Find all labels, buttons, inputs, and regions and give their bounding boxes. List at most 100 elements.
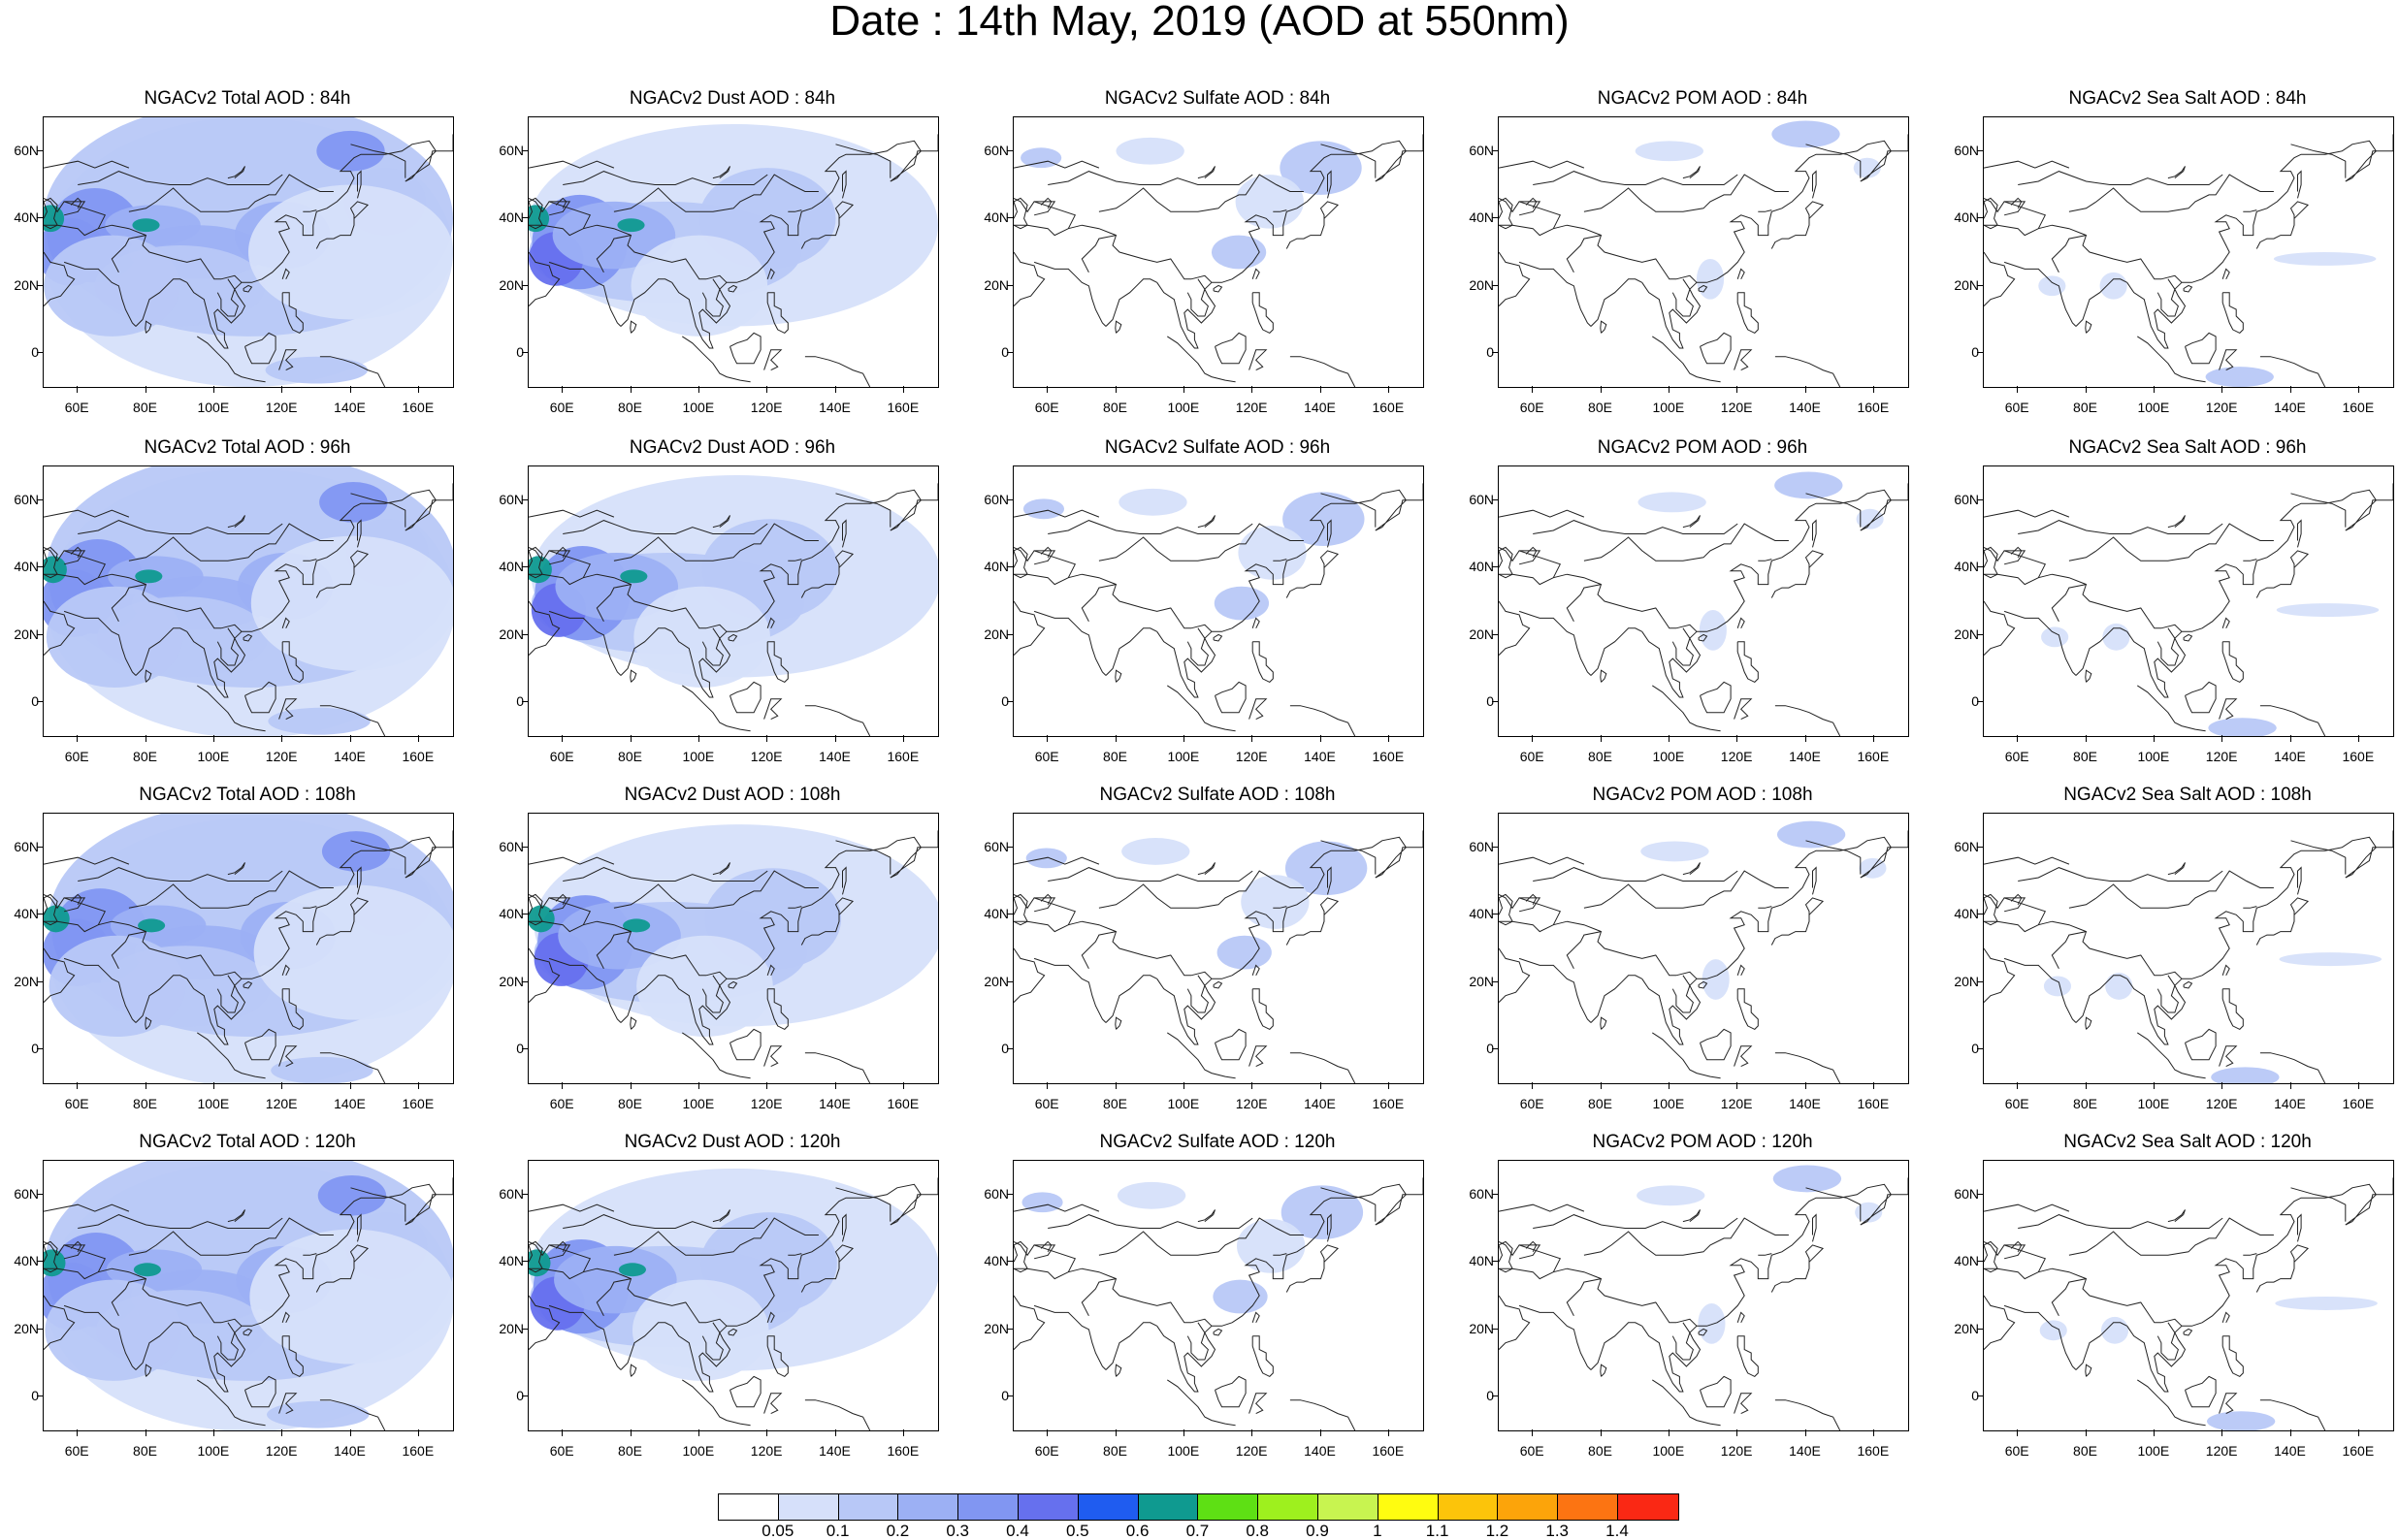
coastline bbox=[529, 1295, 561, 1350]
coastline bbox=[1499, 947, 1531, 1003]
latitude-label: 60N bbox=[1954, 838, 1979, 854]
coastline bbox=[2167, 862, 2186, 876]
longitude-label: 120E bbox=[1235, 1096, 1268, 1111]
colorbar-swatch bbox=[1617, 1494, 1678, 1520]
longitude-label: 100E bbox=[2137, 400, 2170, 415]
aod-shaded-region bbox=[1281, 1185, 1364, 1239]
coastline bbox=[1736, 617, 1745, 629]
longitude-tick bbox=[1115, 386, 1117, 393]
panel-title: NGACv2 Dust AOD : 96h bbox=[629, 437, 836, 458]
coastline bbox=[729, 1375, 762, 1408]
aod-shaded-region bbox=[1241, 875, 1310, 929]
coastline bbox=[2185, 1028, 2217, 1061]
aod-shaded-region bbox=[1776, 820, 1846, 849]
coastline bbox=[44, 947, 76, 1003]
latitude-tick bbox=[1492, 1261, 1498, 1263]
aod-shaded-region bbox=[2279, 952, 2383, 967]
longitude-tick bbox=[697, 1429, 699, 1436]
latitude-label: 40N bbox=[1469, 209, 1494, 226]
latitude-tick bbox=[1492, 566, 1498, 568]
coastline bbox=[1040, 546, 1053, 559]
coastline bbox=[1533, 867, 1738, 882]
latitude-tick bbox=[1492, 352, 1498, 354]
longitude-tick bbox=[1736, 386, 1738, 393]
latitude-label: 20N bbox=[14, 973, 39, 989]
coastline bbox=[1812, 866, 1817, 895]
longitude-tick bbox=[1319, 386, 1321, 393]
longitude-tick bbox=[1319, 735, 1321, 742]
latitude-tick bbox=[37, 498, 43, 500]
longitude-tick bbox=[630, 1429, 632, 1436]
coastline bbox=[1212, 140, 1423, 283]
coastline bbox=[1758, 209, 1772, 212]
coastline bbox=[1212, 836, 1423, 979]
latitude-tick bbox=[522, 633, 528, 635]
aod-shaded-region bbox=[1118, 488, 1187, 516]
coastline bbox=[1289, 356, 1356, 387]
latitude-tick bbox=[1977, 284, 1983, 286]
coastline bbox=[281, 1335, 304, 1378]
coastline bbox=[2003, 957, 2077, 1023]
coastline bbox=[111, 235, 146, 273]
longitude-label: 120E bbox=[2205, 1443, 2238, 1459]
coastline bbox=[303, 559, 317, 561]
longitude-label: 160E bbox=[887, 1443, 920, 1459]
coastline bbox=[763, 698, 783, 721]
longitude-label: 100E bbox=[682, 1443, 715, 1459]
aod-map bbox=[528, 116, 939, 388]
coastline bbox=[350, 144, 406, 178]
aod-map bbox=[1983, 116, 2394, 388]
coastline bbox=[800, 550, 855, 598]
coastline bbox=[1774, 705, 1841, 736]
coastline bbox=[1682, 862, 1701, 876]
aod-shaded-region bbox=[1117, 1181, 1186, 1209]
coastline bbox=[1186, 627, 1209, 666]
longitude-tick bbox=[2289, 735, 2291, 742]
latitude-label: 0 bbox=[1001, 1041, 1009, 1057]
map-panel-total-120h: NGACv2 Total AOD : 120h 60N 40N 20N 0 60E 80E 1… bbox=[0, 1131, 462, 1470]
latitude-tick bbox=[1977, 498, 1983, 500]
coastline bbox=[78, 520, 283, 534]
latitude-tick bbox=[522, 566, 528, 568]
latitude-label: 60N bbox=[1954, 491, 1979, 507]
latitude-label: 40N bbox=[499, 209, 524, 226]
coastline bbox=[1984, 197, 2047, 229]
aod-map-svg bbox=[1984, 830, 2393, 1083]
latitude-tick bbox=[1492, 633, 1498, 635]
map-panel-dust-120h: NGACv2 Dust AOD : 120h 60N 40N 20N 0 60E 80E 10… bbox=[485, 1131, 947, 1470]
coastline bbox=[128, 870, 334, 909]
longitude-label: 160E bbox=[887, 1096, 920, 1111]
longitude-label: 80E bbox=[1103, 1443, 1127, 1459]
coastline bbox=[357, 519, 362, 548]
aod-shaded-region bbox=[248, 184, 453, 320]
longitude-tick bbox=[630, 1082, 632, 1089]
longitude-tick bbox=[1251, 1082, 1253, 1089]
panel-title: NGACv2 Sulfate AOD : 84h bbox=[1104, 88, 1331, 109]
coastline bbox=[1014, 509, 1100, 518]
longitude-tick bbox=[281, 735, 283, 742]
coastline bbox=[1014, 1203, 1100, 1212]
latitude-tick bbox=[1492, 980, 1498, 982]
coastline bbox=[1734, 1045, 1753, 1068]
map-panel-total-84h: NGACv2 Total AOD : 84h 60N 40N 20N 0 60E 80E 10… bbox=[0, 87, 462, 427]
latitude-label: 40N bbox=[499, 906, 524, 922]
coastline bbox=[2185, 681, 2217, 714]
longitude-tick bbox=[2153, 1429, 2155, 1436]
coastline bbox=[1014, 920, 1213, 979]
coastline bbox=[2051, 235, 2087, 273]
coastline bbox=[1499, 224, 1698, 283]
longitude-tick bbox=[281, 1082, 283, 1089]
coastline bbox=[44, 573, 243, 632]
coastline bbox=[548, 1304, 622, 1370]
longitude-label: 60E bbox=[549, 400, 574, 415]
map-panel-seasalt-108h: NGACv2 Sea Salt AOD : 108h 60N 40N 20N 0 60E 8… bbox=[1940, 784, 2399, 1123]
aod-shaded-region bbox=[1637, 1185, 1705, 1206]
coastline bbox=[2221, 617, 2230, 629]
longitude-tick bbox=[1872, 735, 1874, 742]
coastline bbox=[278, 698, 298, 721]
coastline bbox=[1812, 170, 1817, 199]
coastline bbox=[1048, 520, 1253, 534]
longitude-label: 160E bbox=[1857, 1443, 1890, 1459]
longitude-label: 160E bbox=[1857, 400, 1890, 415]
coastline bbox=[216, 975, 239, 1013]
